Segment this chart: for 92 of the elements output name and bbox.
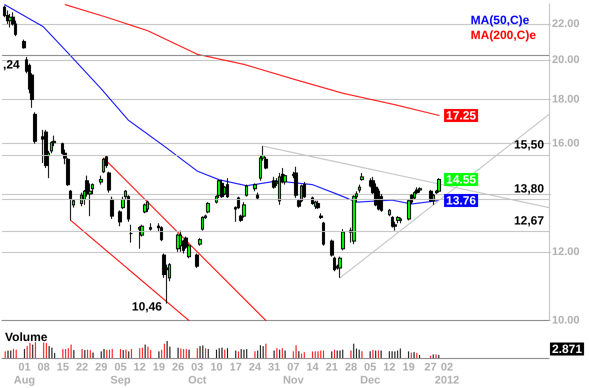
x-tick-label: 07 Nov (282, 362, 305, 386)
candlestick (149, 222, 152, 232)
x-tick-label: 19 (402, 362, 415, 374)
candlestick (391, 216, 394, 228)
candlestick (437, 178, 441, 194)
candlestick (80, 192, 83, 207)
x-tick-label: 17 (230, 362, 242, 374)
ref-line-label: 12,67 (514, 214, 544, 228)
text: 14.55 (446, 172, 476, 186)
text: MA(50,C)e (470, 13, 530, 27)
x-tick-label: 10 (210, 362, 223, 374)
data-label: 13.76 (446, 193, 476, 208)
candlestick (413, 190, 416, 200)
candlestick (333, 256, 336, 272)
x-tick-label: 31 (268, 362, 280, 374)
x-tick-label: 12 (383, 362, 396, 374)
candlestick (22, 39, 26, 50)
candlestick (146, 200, 149, 212)
candlestick (99, 175, 103, 186)
x-tick-label: 28 (344, 362, 358, 374)
text: MA(200,C)e (470, 28, 536, 42)
candlestick (201, 216, 204, 232)
x-tick-label: 14 (306, 362, 320, 374)
candlestick (195, 253, 199, 268)
candlestick (294, 166, 298, 199)
candlestick (179, 230, 182, 252)
candlestick (253, 182, 257, 192)
candlestick (118, 210, 122, 227)
line-series (64, 4, 440, 116)
candlestick (220, 178, 224, 199)
candlestick (316, 200, 320, 210)
x-tick-label: 15 (56, 362, 69, 374)
candlestick (105, 155, 108, 169)
y-tick-label: 20.00 (552, 54, 580, 66)
ref-line-label: 13,80 (514, 181, 544, 196)
x-tick-label: 26 (172, 362, 184, 374)
annotation: 10,46 (132, 300, 162, 314)
candlestick (352, 194, 356, 245)
x-tick-label: 08 (38, 362, 50, 374)
annotation: ,24 (3, 57, 20, 72)
x-tick-label: 29 (95, 362, 108, 374)
candlestick (245, 184, 248, 198)
candlestick (33, 112, 37, 144)
candlestick (41, 129, 45, 164)
y-tick-label: 12.00 (552, 246, 580, 258)
candlestick (360, 172, 364, 182)
candlestick (102, 158, 105, 174)
x-tick-label: 05 Sep (110, 362, 131, 386)
candlestick (242, 202, 246, 218)
line-series (4, 4, 440, 205)
chart-title: Volume (5, 330, 48, 344)
candlestick (418, 186, 422, 194)
data-label: 17.25 (446, 108, 476, 122)
candlestick (399, 217, 402, 224)
candlestick (107, 171, 111, 194)
candlestick (138, 226, 141, 250)
candlestick (322, 221, 325, 246)
candlestick (110, 196, 114, 220)
y-tick-label: 18.00 (552, 93, 580, 106)
text: 2.871 (552, 342, 582, 356)
candlestick (303, 182, 306, 199)
x-tick-label: 24 (248, 362, 262, 374)
candlestick (206, 202, 210, 214)
candlestick (226, 178, 229, 199)
x-tick-label: 05 Dec (360, 362, 380, 386)
candlestick (256, 192, 259, 200)
candlestick (8, 13, 12, 28)
x-tick-label: 22 (76, 362, 88, 374)
y-tick-label: 16.00 (552, 138, 580, 150)
candlestick (319, 212, 323, 220)
candlestick (314, 200, 317, 210)
candlestick (198, 238, 202, 246)
y-tick-label: 22.00 (552, 18, 580, 30)
candlestick (160, 226, 163, 242)
candlestick (338, 256, 342, 278)
candlestick (69, 189, 72, 221)
candlestick (396, 216, 400, 224)
candlestick (330, 239, 334, 258)
candlestick (272, 176, 276, 190)
x-tick-label: 27 (424, 362, 437, 374)
x-tick-label: 21 (326, 362, 338, 374)
x-tick-label: 19 (152, 362, 166, 374)
x-tick-label: 12 (134, 362, 146, 374)
x-tick-label: 01 Aug (14, 362, 36, 386)
candlestick (358, 184, 361, 194)
candlestick (341, 228, 345, 251)
x-tick-label: 03 Oct (188, 362, 207, 386)
candlestick (388, 208, 391, 217)
y-tick-label: 10.00 (552, 314, 580, 326)
candlestick (129, 224, 133, 244)
ref-line-label: 15,50 (514, 138, 544, 152)
x-tick-label: 02 2012 (434, 362, 460, 386)
